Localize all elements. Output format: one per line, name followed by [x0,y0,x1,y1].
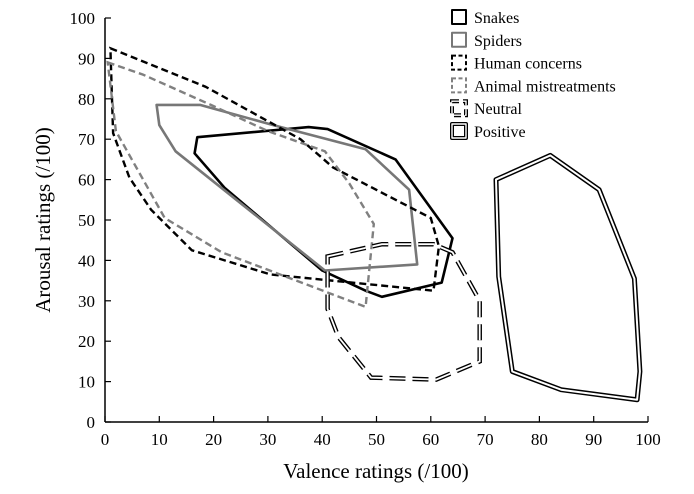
legend-swatch [451,77,467,94]
series-layer [106,46,643,403]
legend-item-positive: Positive [450,122,526,141]
y-tick-label: 0 [87,413,96,432]
legend-swatch-box [450,99,468,118]
series-human-concerns [109,46,441,293]
legend-swatch [451,9,467,25]
legend-label: Human concerns [474,56,582,73]
legend-item-spiders: Spiders [451,31,522,50]
x-axis-title: Valence ratings (/100) [283,459,468,483]
x-tick-label: 40 [314,430,331,449]
legend-swatch-box [451,77,467,94]
legend-swatch [450,99,468,118]
x-tick-label: 30 [259,430,276,449]
y-tick-label: 60 [78,171,95,190]
y-tick-label: 70 [78,130,95,149]
series-polygon [493,152,643,403]
legend-swatch-box [451,31,467,48]
y-tick-label: 30 [78,292,95,311]
x-tick-label: 60 [422,430,439,449]
series-animal-mistreatments [106,60,376,309]
series-polygon [155,103,419,272]
y-tick-label: 100 [70,9,96,28]
series-neutral [325,241,482,382]
x-tick-label: 90 [585,430,602,449]
legend-label: Neutral [474,101,523,118]
legend-item-animal-mistreatments: Animal mistreatments [451,77,616,95]
series-spiders [155,103,419,272]
legend-swatch-box [451,9,467,25]
x-tick-label: 80 [531,430,548,449]
y-tick-label: 10 [78,373,95,392]
legend-swatch-box [450,122,468,140]
legend-swatch [451,54,467,71]
series-polygon [109,46,441,293]
legend-item-human-concerns: Human concerns [451,54,582,73]
series-polygon [326,243,481,381]
x-tick-label: 70 [477,430,494,449]
legend-swatch [450,122,468,140]
x-tick-label: 10 [151,430,168,449]
legend-swatch-box [451,100,467,116]
legend-item-snakes: Snakes [451,9,519,27]
x-tick-label: 100 [635,430,661,449]
series-polygon [193,125,454,299]
y-tick-label: 90 [78,49,95,68]
x-tick-label: 20 [205,430,222,449]
x-tick-label: 50 [368,430,385,449]
y-tick-label: 20 [78,332,95,351]
x-tick-label: 0 [101,430,110,449]
y-tick-label: 80 [78,90,95,109]
series-polygon [106,60,376,309]
legend-label: Animal mistreatments [474,78,616,95]
tick-labels: 0 10 20 30 40 50 60 70 80 90 100 0 10 20 30 40 50 60 70 80 9… [70,9,661,449]
y-tick-label: 50 [78,211,95,230]
y-tick-label: 40 [78,251,95,270]
series-positive [493,152,643,403]
legend-label: Spiders [474,33,522,50]
legend-label: Snakes [474,10,519,27]
legend-swatch [451,31,467,48]
legend-swatch-box [451,123,467,139]
y-axis-title: Arousal ratings (/100) [31,127,55,312]
legend-swatch-box [451,54,467,71]
legend-label: Positive [474,124,526,141]
legend-item-neutral: Neutral [450,99,523,118]
series-snakes [193,125,454,299]
legend: Snakes Spiders Human concerns Animal mistre… [450,9,616,141]
series-polygon [495,154,641,401]
